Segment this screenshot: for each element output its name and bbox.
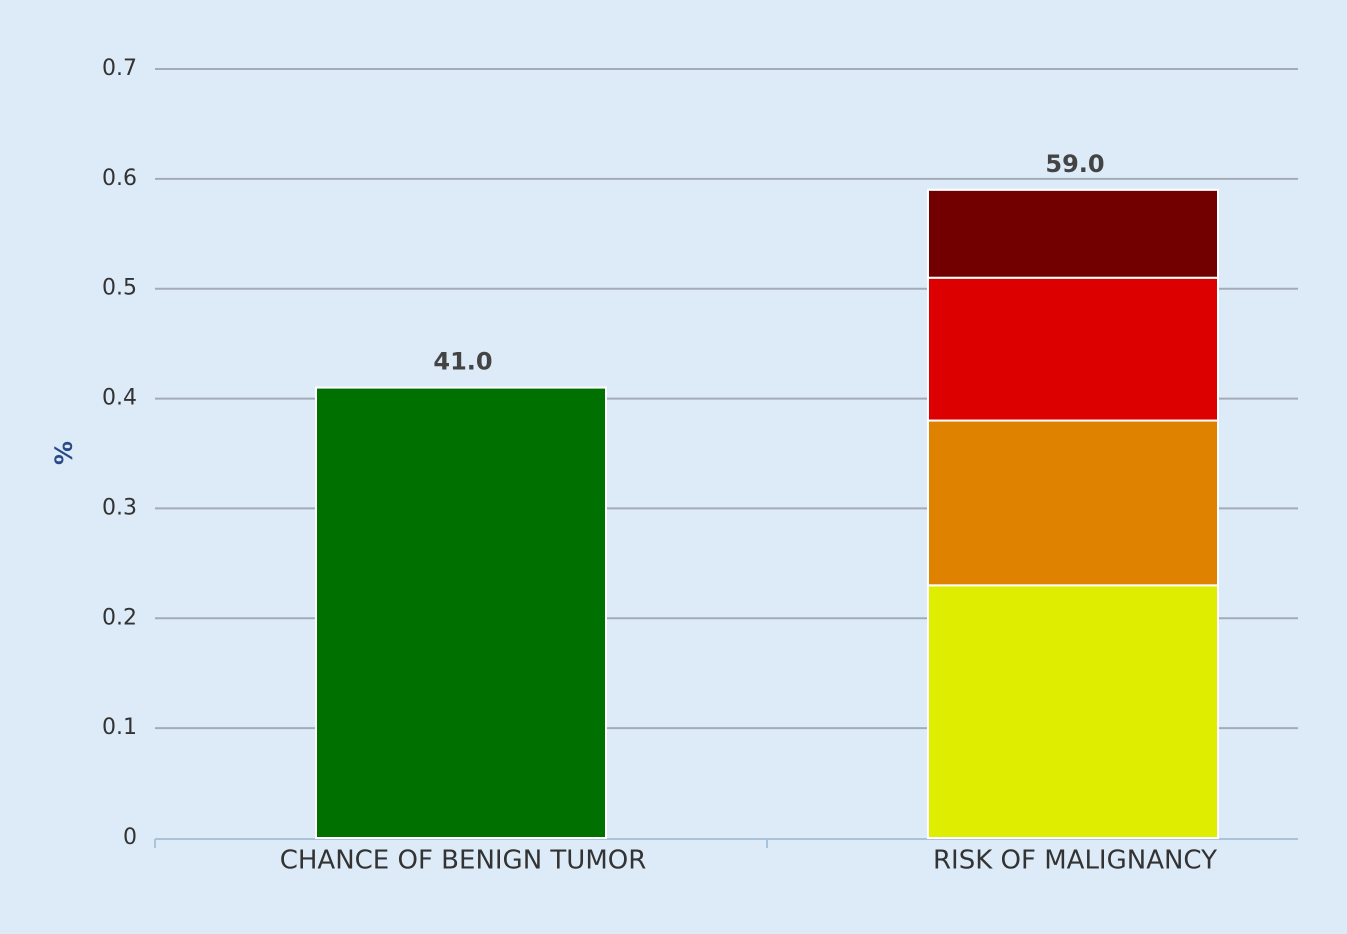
y-tick-label: 0.1	[102, 715, 137, 740]
x-tick-label: RISK OF MALIGNANCY	[933, 846, 1217, 876]
bar-segment	[315, 386, 607, 839]
y-tick-label: 0	[123, 825, 137, 850]
data-label: 41.0	[433, 348, 492, 376]
bar-segment	[927, 419, 1219, 587]
bar-segment	[927, 188, 1219, 279]
y-tick-label: 0.7	[102, 56, 137, 81]
y-tick-label: 0.4	[102, 386, 137, 411]
bar-segment	[927, 276, 1219, 422]
y-tick-label: 0.3	[102, 495, 137, 520]
bar-segment	[927, 584, 1219, 839]
y-tick-label: 0.6	[102, 166, 137, 191]
y-axis-label: %	[50, 441, 78, 465]
data-label: 59.0	[1045, 150, 1104, 178]
x-tick-label: CHANCE OF BENIGN TUMOR	[280, 846, 647, 876]
y-tick-label: 0.2	[102, 605, 137, 630]
y-tick-label: 0.5	[102, 276, 137, 301]
